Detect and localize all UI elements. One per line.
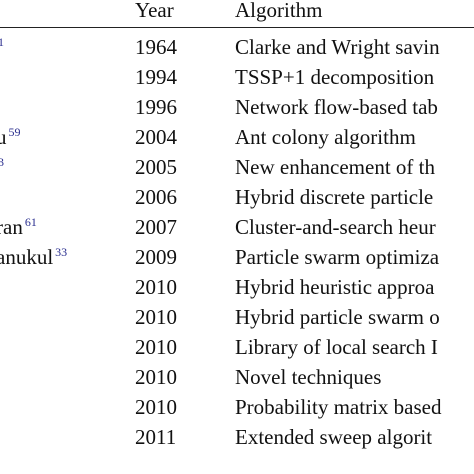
table-row: 2006 Hybrid discrete particle — [0, 184, 474, 214]
year-cell: 2006 — [135, 185, 177, 209]
year-cell: 1994 — [135, 65, 177, 89]
year-cell: 2004 — [135, 125, 177, 149]
year-cell: 1996 — [135, 95, 177, 119]
table-row: u 59 2004 Ant colony algorithm — [0, 124, 474, 154]
table-row: 1996 Network flow-based tab — [0, 94, 474, 124]
citation-reference-link[interactable]: 1 — [0, 35, 4, 49]
table-row: 2010 Hybrid particle swarm o — [0, 304, 474, 334]
table-row: 2011 Extended sweep algorit — [0, 424, 474, 454]
table-row: 2010 Library of local search I — [0, 334, 474, 364]
citation-reference-link[interactable]: 59 — [8, 125, 21, 139]
algorithm-cell: Ant colony algorithm — [235, 125, 416, 149]
year-cell: 2010 — [135, 365, 177, 389]
algorithm-cell: Clarke and Wright savin — [235, 35, 440, 59]
algorithm-cell: Novel techniques — [235, 365, 382, 389]
year-cell: 2010 — [135, 305, 177, 329]
author-cell: u 59 — [0, 124, 21, 150]
author-cell: 3 — [0, 154, 4, 180]
table-row: ran61 2007 Cluster-and-search heur — [0, 214, 474, 244]
algorithm-cell: Probability matrix based — [235, 395, 442, 419]
citation-reference-link[interactable]: 61 — [24, 215, 37, 229]
header-year: Year — [135, 0, 174, 22]
algorithm-cell: Cluster-and-search heur — [235, 215, 436, 239]
table-row: 2010 Hybrid heuristic approa — [0, 274, 474, 304]
table-row: 2010 Novel techniques — [0, 364, 474, 394]
year-cell: 2009 — [135, 245, 177, 269]
table-row: anukul 33 2009 Particle swarm optimiza — [0, 244, 474, 274]
year-cell: 1964 — [135, 35, 177, 59]
algorithm-cell: Hybrid particle swarm o — [235, 305, 440, 329]
citation-reference-link[interactable]: 3 — [0, 155, 4, 169]
algorithm-cell: Particle swarm optimiza — [235, 245, 440, 269]
algorithm-cell: Network flow-based tab — [235, 95, 438, 119]
author-text: ran — [0, 215, 23, 239]
table-row: 1994 TSSP+1 decomposition — [0, 64, 474, 94]
author-text: anukul — [0, 245, 54, 269]
header-algorithm: Algorithm — [235, 0, 323, 22]
author-text: u — [0, 125, 7, 149]
year-cell: 2011 — [135, 425, 177, 449]
header-rule — [0, 27, 474, 28]
algorithm-cell: Library of local search I — [235, 335, 438, 359]
algorithm-cell: TSSP+1 decomposition — [235, 65, 435, 89]
algorithm-cell: Hybrid heuristic approa — [235, 275, 435, 299]
table-row: 1 1964 Clarke and Wright savin — [0, 34, 474, 64]
algorithm-cell: New enhancement of th — [235, 155, 436, 179]
year-cell: 2007 — [135, 215, 177, 239]
year-cell: 2010 — [135, 335, 177, 359]
year-cell: 2010 — [135, 395, 177, 419]
author-cell: 1 — [0, 34, 4, 60]
table-row: 2010 Probability matrix based — [0, 394, 474, 424]
algorithm-cell: Extended sweep algorit — [235, 425, 433, 449]
table-header: Year Algorithm — [0, 0, 474, 27]
author-cell: anukul 33 — [0, 244, 67, 270]
author-cell: ran61 — [0, 214, 37, 240]
year-cell: 2005 — [135, 155, 177, 179]
algorithm-cell: Hybrid discrete particle — [235, 185, 434, 209]
table-row: 3 2005 New enhancement of th — [0, 154, 474, 184]
citation-reference-link[interactable]: 33 — [55, 245, 68, 259]
year-cell: 2010 — [135, 275, 177, 299]
